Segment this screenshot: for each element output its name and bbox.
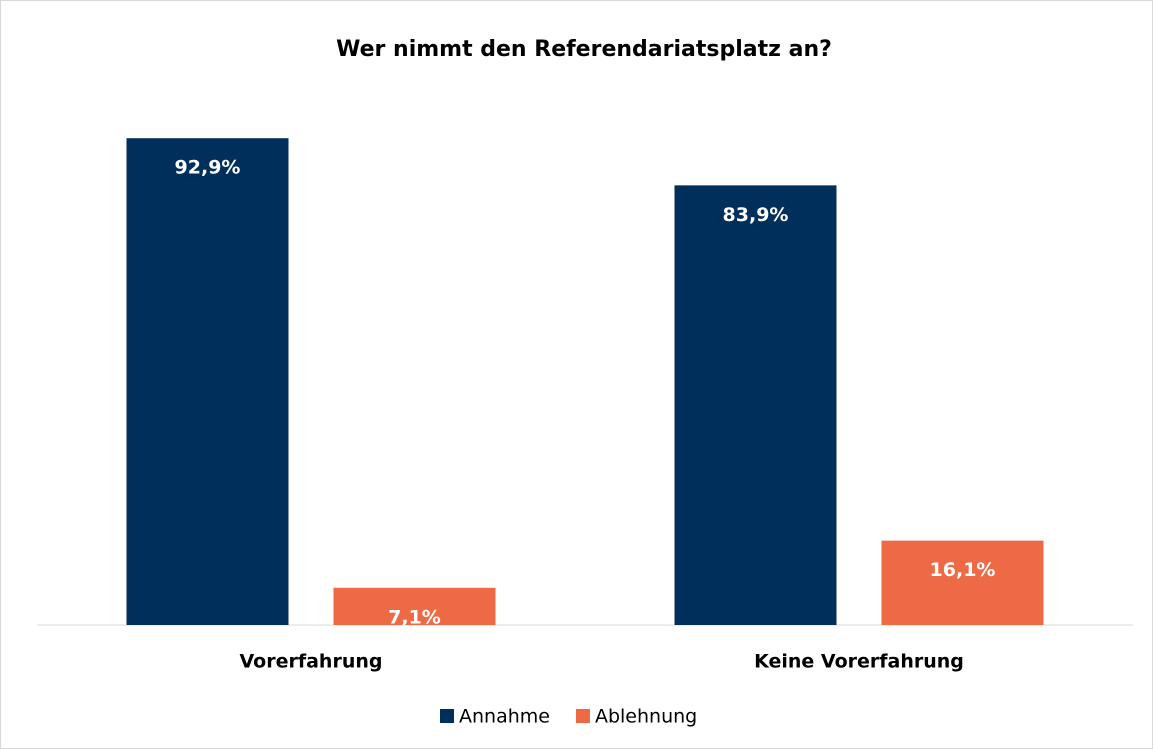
legend-label: Annahme <box>459 706 550 728</box>
x-tick-label: Vorerfahrung <box>240 651 383 673</box>
data-label: 16,1% <box>930 559 996 581</box>
data-label: 7,1% <box>388 606 441 628</box>
bar <box>881 540 1044 625</box>
legend-label: Ablehnung <box>595 706 697 728</box>
data-label: 92,9% <box>175 157 241 179</box>
x-tick-label: Keine Vorerfahrung <box>754 651 964 673</box>
legend-swatch <box>440 709 454 723</box>
bar <box>126 138 289 626</box>
bar <box>333 587 496 625</box>
legend-swatch <box>575 709 590 723</box>
data-label: 83,9% <box>723 204 789 226</box>
bar <box>674 185 837 625</box>
chart-title: Wer nimmt den Referendariatsplatz an? <box>336 37 832 62</box>
